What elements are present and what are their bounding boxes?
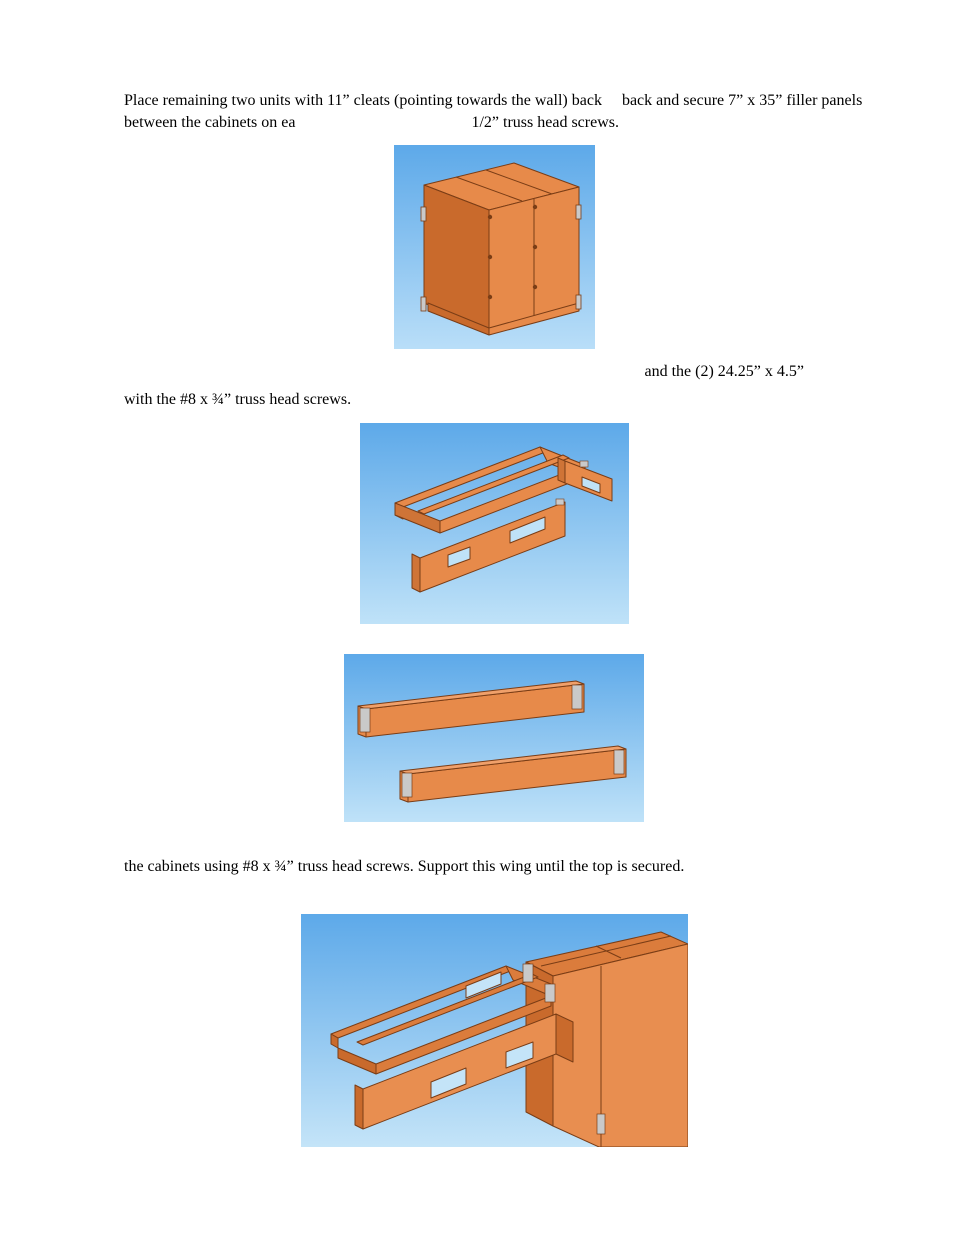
figure-1-wrap <box>124 145 864 349</box>
figure-4-wing-cabinet <box>301 914 688 1147</box>
figure-4-wrap <box>124 914 864 1147</box>
figure-2-wrap <box>124 423 864 624</box>
figure-3-rails <box>344 654 644 822</box>
figure-3-wrap <box>124 654 864 822</box>
instruction-paragraph-3: the cabinets using #8 x ¾” truss head sc… <box>124 856 864 878</box>
figure-2-frame <box>360 423 629 624</box>
instruction-row-2: and the (2) 24.25” x 4.5” with the #8 x … <box>124 361 864 411</box>
figure-1-cabinet <box>394 145 595 349</box>
instruction-paragraph-1: Place remaining two units with 11” cleat… <box>124 90 864 133</box>
instruction-2b: with the #8 x ¾” truss head screws. <box>124 391 351 408</box>
instruction-2a: and the (2) 24.25” x 4.5” <box>124 361 864 383</box>
